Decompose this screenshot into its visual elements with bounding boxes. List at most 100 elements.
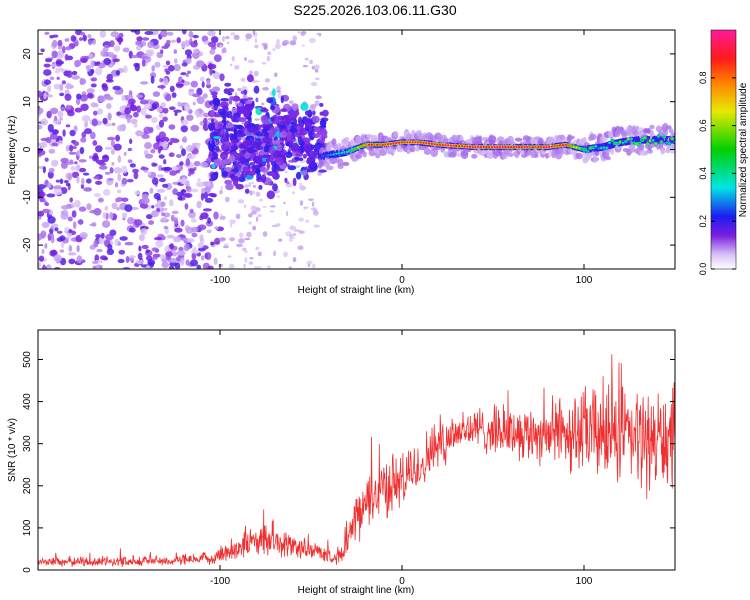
noise-blob: [282, 39, 289, 46]
noise-blob: [95, 67, 103, 76]
spectrogram-ytick-label: -20: [22, 237, 33, 252]
noise-blob: [262, 205, 267, 208]
ridge-halo: [665, 125, 672, 130]
noise-blob: [139, 99, 149, 105]
noise-blob: [47, 182, 52, 189]
noise-blob: [109, 40, 115, 48]
noise-blob: [113, 143, 122, 151]
ridge-core: [670, 137, 674, 140]
noise-blob: [83, 172, 90, 176]
cluster-blob: [262, 154, 271, 158]
figure-title: S225.2026.103.06.11.G30: [293, 2, 457, 18]
noise-blob: [117, 241, 121, 246]
noise-blob: [103, 57, 112, 66]
ridge-core: [608, 141, 611, 144]
cluster-blob: [246, 74, 254, 83]
noise-blob: [207, 30, 216, 37]
noise-blob: [188, 88, 195, 93]
noise-blob: [186, 185, 192, 193]
ridge-core: [449, 144, 453, 147]
cluster-blob: [291, 110, 300, 117]
noise-blob: [150, 148, 156, 154]
cluster-blob: [255, 107, 263, 116]
noise-blob: [109, 229, 117, 236]
noise-blob: [92, 155, 99, 162]
noise-blob: [53, 83, 60, 90]
noise-blob: [127, 98, 136, 105]
noise-blob: [128, 255, 136, 259]
ridge-core: [318, 155, 322, 158]
noise-blob: [209, 68, 213, 76]
noise-blob: [126, 116, 131, 124]
ridge-halo: [562, 137, 569, 143]
noise-blob: [41, 248, 45, 255]
ridge-core: [376, 143, 379, 146]
noise-blob: [41, 266, 48, 269]
noise-blob: [310, 207, 318, 211]
cluster-blob: [275, 157, 284, 166]
cluster-blob: [248, 137, 255, 143]
noise-blob: [64, 93, 72, 102]
cluster-blob: [270, 160, 277, 167]
noise-blob: [151, 117, 158, 123]
noise-blob: [47, 171, 54, 179]
ridge-core: [384, 143, 387, 146]
noise-blob: [191, 232, 198, 238]
ridge-halo: [341, 139, 346, 146]
noise-blob: [225, 36, 230, 40]
noise-blob: [206, 229, 212, 234]
noise-blob: [257, 266, 262, 269]
noise-blob: [151, 247, 159, 252]
cluster-blob: [212, 97, 221, 106]
snr-xtick-label: 100: [576, 576, 593, 587]
cluster-blob: [280, 137, 286, 141]
noise-blob: [236, 243, 243, 248]
noise-blob: [167, 31, 174, 36]
noise-blob: [300, 31, 307, 35]
noise-blob: [40, 118, 48, 126]
noise-blob: [133, 123, 138, 128]
noise-blob: [80, 103, 89, 112]
noise-blob: [173, 109, 182, 113]
noise-blob: [43, 69, 52, 76]
cluster-blob: [221, 144, 228, 151]
noise-blob: [102, 212, 107, 219]
noise-blob: [248, 222, 251, 225]
noise-blob: [158, 131, 166, 140]
noise-blob: [162, 116, 168, 122]
noise-blob: [99, 30, 107, 38]
noise-blob: [186, 114, 194, 121]
cluster-blob: [284, 114, 294, 122]
ridge-core: [580, 147, 584, 151]
noise-blob: [276, 90, 281, 93]
noise-blob: [90, 60, 95, 69]
noise-blob: [68, 258, 76, 265]
ridge-core: [397, 141, 401, 144]
noise-blob: [206, 79, 211, 86]
cluster-blob: [253, 85, 260, 94]
noise-blob: [141, 134, 150, 139]
noise-blob: [285, 170, 288, 174]
noise-blob: [159, 254, 166, 260]
cluster-blob: [211, 163, 216, 169]
noise-blob: [102, 154, 110, 163]
noise-blob: [89, 131, 96, 140]
noise-blob: [187, 70, 191, 75]
snr-xtick-label: 0: [399, 576, 405, 587]
noise-blob: [90, 77, 98, 82]
ridge-core: [624, 140, 628, 143]
noise-blob: [162, 64, 169, 68]
cluster-blob: [225, 130, 229, 138]
noise-blob: [219, 215, 226, 220]
ridge-core: [395, 141, 398, 145]
cluster-blob: [287, 165, 297, 171]
ridge-core: [392, 142, 396, 145]
cluster-blob: [266, 161, 270, 171]
ridge-core: [436, 143, 439, 146]
noise-blob: [196, 200, 202, 209]
ridge-core: [668, 142, 671, 145]
noise-blob: [293, 233, 296, 236]
noise-blob: [255, 246, 260, 251]
noise-blob: [147, 259, 156, 266]
